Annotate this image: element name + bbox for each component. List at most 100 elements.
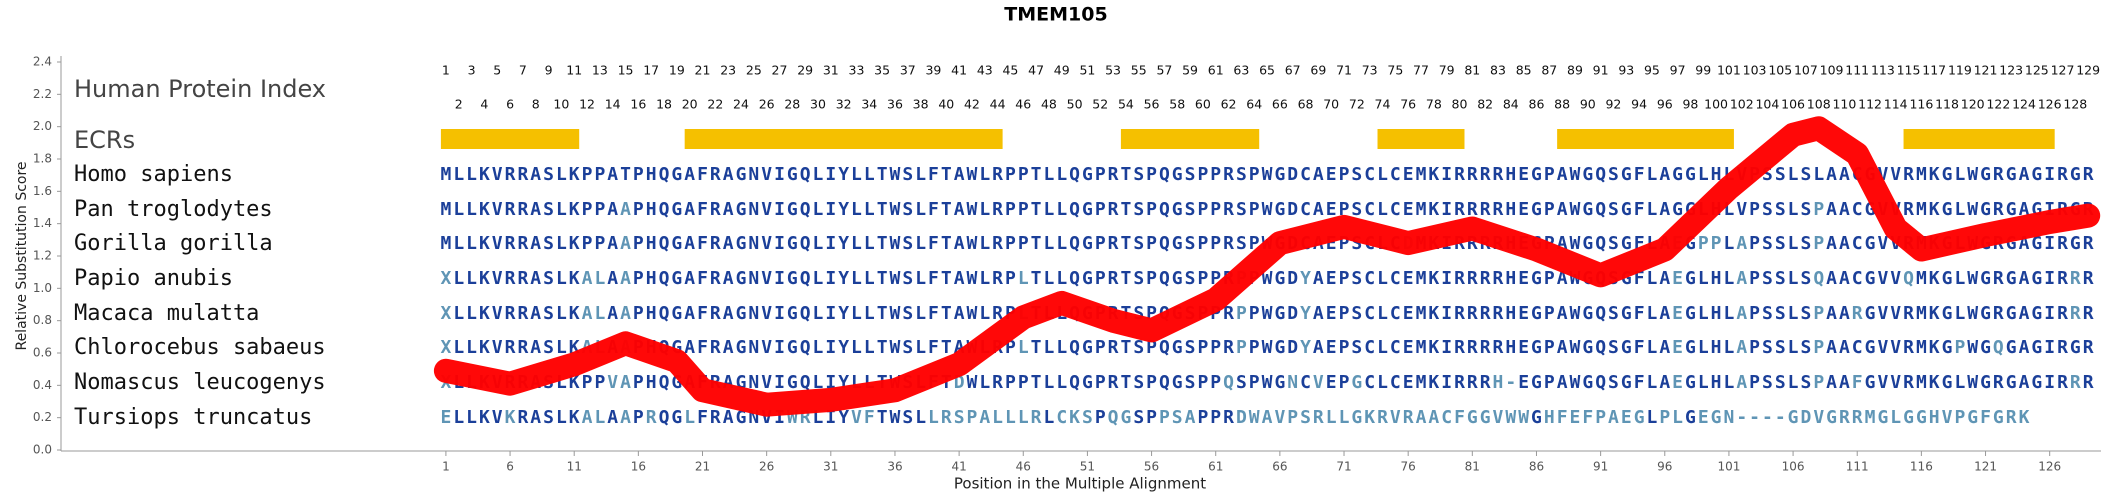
residue: L [1377,268,1388,289]
x-tick-label: 121 [1974,460,1997,474]
residue: P [1146,268,1157,289]
residue: A [1262,407,1273,428]
residue: I [825,337,836,358]
residue: R [2057,268,2068,289]
residue: L [556,268,567,289]
residue: L [1724,199,1735,220]
index-number: 94 [1631,97,1647,112]
index-number: 88 [1554,97,1570,112]
index-number: 108 [1807,97,1831,112]
residue: G [736,268,747,289]
y-tick-label: 0.8 [33,313,52,327]
residue: R [710,164,721,185]
residue: L [979,372,990,393]
residue: C [1852,337,1863,358]
residue: E [1403,372,1414,393]
residue: C [1390,199,1401,220]
residue: V [1890,303,1901,324]
residue: F [928,337,939,358]
index-number: 121 [1974,63,1998,78]
residue: P [1813,337,1824,358]
residue: L [1698,372,1709,393]
residue: L [453,337,464,358]
residue: C [1390,164,1401,185]
residue: Q [1223,372,1234,393]
residue: Q [800,164,811,185]
residue: R [1223,303,1234,324]
chart-title: TMEM105 [1004,4,1107,26]
residue: P [1544,268,1555,289]
residue: W [1967,337,1978,358]
residue: W [787,407,798,428]
residue: G [1685,164,1696,185]
residue: G [787,199,798,220]
index-number: 45 [1002,63,1018,78]
residue: A [684,337,695,358]
residue: G [671,199,682,220]
residue: S [902,268,913,289]
residue: F [697,164,708,185]
residue: G [1903,407,1914,428]
residue: E [1326,303,1337,324]
residue: F [1582,407,1593,428]
residue: V [761,199,772,220]
residue: L [1056,372,1067,393]
residue: A [684,268,695,289]
residue: S [1800,164,1811,185]
residue: G [671,233,682,254]
residue: R [2057,233,2068,254]
residue: K [479,268,490,289]
x-tick-label: 126 [2038,460,2061,474]
residue: A [954,337,965,358]
species-name: Papio anubis [74,266,233,291]
residue: L [1044,233,1055,254]
residue: P [1146,407,1157,428]
residue: F [1634,199,1645,220]
residue: R [2083,337,2094,358]
index-number: 61 [1208,63,1224,78]
residue: A [530,303,541,324]
residue: L [1056,233,1067,254]
index-number: 4 [480,97,488,112]
residue: A [1313,268,1324,289]
y-tick-label: 0.4 [33,378,52,392]
residue: W [1570,372,1581,393]
residue: L [556,372,567,393]
residue: A [723,164,734,185]
residue: G [736,199,747,220]
residue: C [1300,164,1311,185]
residue: W [1505,407,1516,428]
residue: R [800,407,811,428]
index-number: 113 [1871,63,1895,78]
residue: K [505,407,516,428]
residue: S [1133,407,1144,428]
residue: K [479,337,490,358]
residue: S [1608,372,1619,393]
residue: E [1326,372,1337,393]
residue: G [1621,164,1632,185]
residue: G [1467,407,1478,428]
residue: L [992,407,1003,428]
residue: F [928,199,939,220]
residue: I [774,303,785,324]
residue: - [1505,372,1516,393]
residue: P [1339,164,1350,185]
residue: M [1916,303,1927,324]
x-tick-label: 16 [631,460,646,474]
index-number: 124 [2012,97,2036,112]
residue: P [1095,233,1106,254]
residue: F [928,164,939,185]
residue: G [1685,372,1696,393]
residue: T [1120,164,1131,185]
residue: Q [1595,199,1606,220]
residue: P [1236,337,1247,358]
residue: W [1262,372,1273,393]
residue: A [1736,337,1747,358]
index-number: 74 [1375,97,1391,112]
residue: R [517,268,528,289]
residue: S [1762,372,1773,393]
residue: D [1287,268,1298,289]
residue: G [1942,268,1953,289]
residue: A [954,233,965,254]
residue: V [761,268,772,289]
